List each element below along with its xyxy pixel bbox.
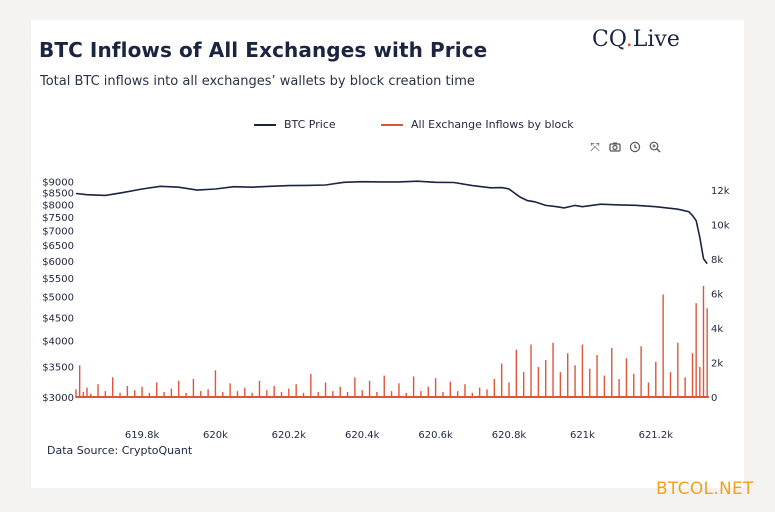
brand-logo-text: CQ: [592, 27, 626, 52]
y-right-tick-label: 8k: [711, 255, 723, 266]
x-tick-label: 621k: [570, 430, 595, 441]
y-left-tick-label: $7500: [42, 213, 74, 224]
x-tick-label: 620.6k: [418, 430, 453, 441]
fullscreen-icon[interactable]: ⤧: [590, 139, 600, 154]
x-tick-label: 619.8k: [125, 430, 160, 441]
y-left-tick-label: $6000: [42, 257, 74, 268]
chart-toolbar: ⤧: [588, 140, 668, 158]
y-left-tick-label: $4500: [42, 313, 74, 324]
y-left-tick-label: $8500: [42, 189, 74, 200]
legend-item-inflows[interactable]: All Exchange Inflows by block: [381, 118, 574, 131]
legend-label-price: BTC Price: [284, 118, 336, 131]
watermark: BTCOL.NET: [656, 479, 754, 499]
y-right-tick-label: 12k: [711, 186, 730, 197]
y-right-tick-label: 4k: [711, 324, 723, 335]
series-line-btc-price: [75, 180, 708, 265]
chart-card: [31, 20, 744, 488]
x-tick-label: 621.2k: [639, 430, 674, 441]
brand-logo-suffix: Live: [632, 27, 680, 52]
y-left-tick-label: $3000: [42, 393, 74, 404]
reset-icon[interactable]: [628, 140, 642, 154]
chart-legend: BTC Price All Exchange Inflows by block: [0, 118, 713, 138]
y-left-tick-label: $9000: [42, 177, 74, 188]
x-tick-label: 620.4k: [345, 430, 380, 441]
brand-logo: CQ.Live: [592, 27, 680, 52]
y-left-tick-label: $5000: [42, 293, 74, 304]
y-right-tick-label: 2k: [711, 359, 723, 370]
legend-swatch-price: [254, 123, 276, 126]
brand-logo-dot: .: [625, 27, 633, 52]
y-right-tick-label: 0: [711, 393, 717, 404]
y-right-tick-label: 10k: [711, 221, 730, 232]
x-tick-label: 620.2k: [272, 430, 307, 441]
y-right-tick-label: 6k: [711, 290, 723, 301]
y-left-tick-label: $6500: [42, 241, 74, 252]
data-source: Data Source: CryptoQuant: [47, 444, 193, 457]
legend-item-price[interactable]: BTC Price: [254, 118, 336, 131]
x-tick-label: 620.8k: [492, 430, 527, 441]
y-left-tick-label: $7000: [42, 227, 74, 238]
x-tick-label: 620k: [203, 430, 228, 441]
camera-icon[interactable]: [608, 140, 622, 154]
legend-swatch-inflows: [381, 123, 403, 126]
legend-label-inflows: All Exchange Inflows by block: [411, 118, 574, 131]
chart-title: BTC Inflows of All Exchanges with Price: [39, 38, 488, 62]
y-left-tick-label: $3500: [42, 363, 74, 374]
chart-subtitle: Total BTC inflows into all exchanges’ wa…: [40, 74, 475, 89]
y-left-tick-label: $4000: [42, 337, 74, 348]
y-left-tick-label: $5500: [42, 274, 74, 285]
zoom-icon[interactable]: [648, 140, 662, 154]
y-left-tick-label: $8000: [42, 200, 74, 211]
